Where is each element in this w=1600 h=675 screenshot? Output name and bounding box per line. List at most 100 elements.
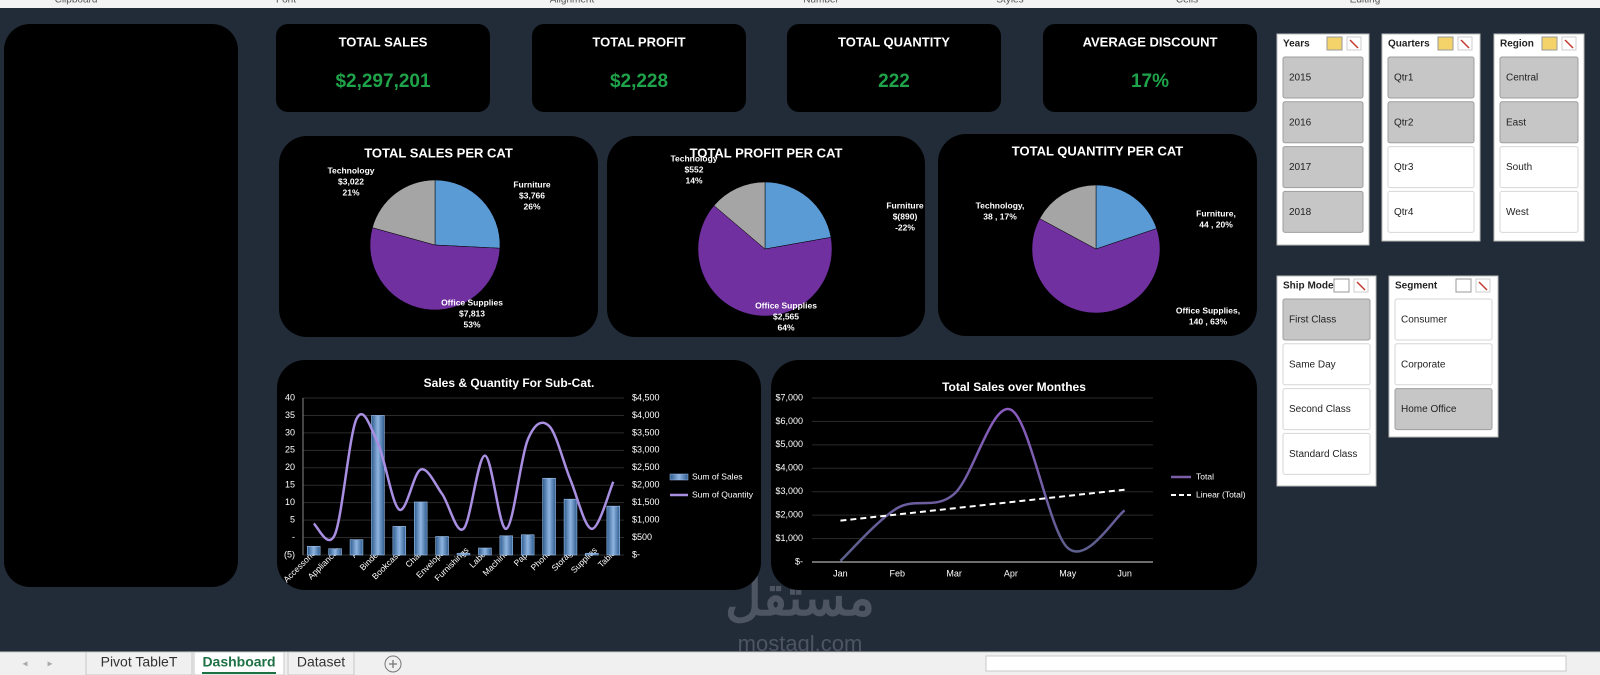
multi-select-button[interactable] — [1455, 278, 1472, 293]
clear-filter-icon — [1460, 39, 1470, 49]
pie-label: Furniture — [886, 200, 924, 210]
multi-select-button[interactable] — [1541, 36, 1558, 51]
horizontal-scrollbar[interactable] — [985, 655, 1567, 672]
bar — [306, 545, 321, 556]
slicer-item[interactable] — [1282, 146, 1364, 189]
nav-next[interactable]: ▸ — [47, 659, 52, 670]
add-sheet-icon — [389, 660, 397, 668]
chart-title: TOTAL SALES PER CAT — [364, 145, 513, 160]
slicer-item[interactable] — [1387, 56, 1475, 99]
sheet-tab-label: Dataset — [297, 654, 345, 670]
kpi-card — [276, 24, 490, 112]
y2-tick-label: $4,500 — [632, 392, 660, 402]
y-tick-label: $7,000 — [775, 392, 803, 402]
sheet-tab[interactable] — [193, 651, 285, 675]
ribbon-group-label: Clipboard — [55, 0, 98, 6]
slicer-item-label: 2018 — [1289, 207, 1312, 218]
slicer-item[interactable] — [1394, 343, 1493, 386]
y-tick-label: $6,000 — [775, 416, 803, 426]
multi-select-button[interactable] — [1333, 278, 1350, 293]
pie-slice — [1095, 184, 1157, 250]
slicer-item[interactable] — [1282, 388, 1371, 431]
ribbon-group-label: Cells — [1176, 0, 1198, 6]
slicer-item[interactable] — [1499, 56, 1579, 99]
bar — [435, 536, 449, 556]
pie-label: $3,022 — [338, 176, 364, 186]
y2-tick-label: $3,000 — [632, 445, 660, 455]
slicer-item[interactable] — [1282, 343, 1371, 386]
slicer-item-label: Consumer — [1401, 315, 1448, 326]
slicer-item[interactable] — [1499, 101, 1579, 144]
pie-label: 38 , 17% — [983, 211, 1017, 221]
slicer-title: Years — [1283, 39, 1310, 50]
bar — [606, 505, 621, 556]
pie-label: 44 , 20% — [1199, 219, 1233, 229]
slicer-item[interactable] — [1387, 146, 1475, 189]
add-sheet-button[interactable] — [384, 655, 402, 673]
clear-filter-icon — [1564, 39, 1574, 49]
y-tick-label: 10 — [285, 497, 295, 507]
slicer-item-label: 2016 — [1289, 117, 1312, 128]
sheet-tab[interactable] — [287, 651, 355, 675]
slicer-item[interactable] — [1282, 56, 1364, 99]
slicer-item[interactable] — [1394, 388, 1493, 431]
multi-select-button[interactable] — [1326, 36, 1343, 51]
slicer-item-label: Qtr1 — [1394, 73, 1414, 84]
series-line — [312, 412, 615, 542]
legend-label: Sum of Quantity — [692, 489, 754, 499]
chart-title: Total Sales over Monthes — [942, 380, 1086, 394]
slicer-item-label: Qtr4 — [1394, 207, 1414, 218]
slicer-item[interactable] — [1387, 101, 1475, 144]
legend-label: Sum of Sales — [692, 471, 743, 481]
ribbon-group-label: Font — [276, 0, 296, 6]
sheet-tab[interactable] — [85, 651, 193, 675]
pie-label: 21% — [342, 187, 359, 197]
nav-prev[interactable]: ◂ — [22, 659, 27, 670]
slicer-item[interactable] — [1394, 298, 1493, 341]
pie-label: $2,565 — [773, 311, 799, 321]
x-tick-label: Mar — [946, 568, 962, 578]
y-tick-label: $4,000 — [775, 463, 803, 473]
ribbon — [0, 0, 1600, 8]
trendline — [840, 488, 1125, 522]
side-panel — [4, 24, 238, 587]
pie-slice — [1031, 218, 1161, 314]
pie-label: 140 , 63% — [1189, 316, 1228, 326]
bar — [349, 539, 364, 556]
kpi-card — [532, 24, 746, 112]
pie-label: 14% — [685, 175, 702, 185]
ribbon-group-label: Styles — [996, 0, 1023, 6]
bar — [328, 548, 342, 556]
bar — [499, 535, 514, 556]
chart-title: Sales & Quantity For Sub-Cat. — [424, 376, 595, 390]
pie-label: $7,813 — [459, 308, 485, 318]
y-tick-label: 15 — [285, 480, 295, 490]
slicer-title: Segment — [1395, 281, 1438, 292]
multi-select-button[interactable] — [1437, 36, 1454, 51]
slicer-item[interactable] — [1282, 298, 1371, 341]
bar — [371, 415, 385, 556]
slicer-item[interactable] — [1282, 432, 1371, 475]
y2-tick-label: $500 — [632, 532, 652, 542]
kpi-card — [1043, 24, 1257, 112]
bar — [413, 501, 428, 556]
pie-label: Technology — [670, 153, 717, 163]
x-tick-label: Apr — [1004, 568, 1018, 578]
slicer-item-label: East — [1506, 117, 1526, 128]
pie-slice — [369, 227, 501, 311]
ribbon-group-label: Editing — [1350, 0, 1381, 6]
legend-label: Linear (Total) — [1196, 489, 1246, 499]
slicer-item[interactable] — [1387, 190, 1475, 233]
y-tick-label: - — [292, 532, 295, 542]
slicer-item[interactable] — [1282, 101, 1364, 144]
kpi-value: $2,228 — [610, 71, 668, 92]
y-tick-label: 35 — [285, 410, 295, 420]
slicer-item[interactable] — [1499, 146, 1579, 189]
slicer-item[interactable] — [1499, 190, 1579, 233]
slicer-item[interactable] — [1282, 190, 1364, 233]
slicer-item-label: Home Office — [1401, 404, 1457, 415]
chart-panel — [771, 360, 1257, 590]
y-tick-label: 40 — [285, 392, 295, 402]
sheet-tab-label: Pivot TableT — [101, 654, 178, 670]
